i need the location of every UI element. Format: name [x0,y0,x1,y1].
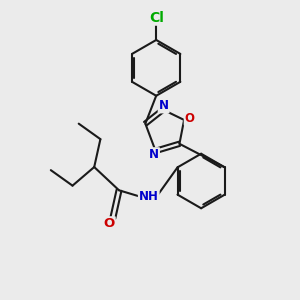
Text: N: N [149,148,159,161]
Text: NH: NH [139,190,159,203]
Text: O: O [185,112,195,125]
Text: Cl: Cl [149,11,164,25]
Text: N: N [159,100,169,112]
Text: O: O [103,217,115,230]
